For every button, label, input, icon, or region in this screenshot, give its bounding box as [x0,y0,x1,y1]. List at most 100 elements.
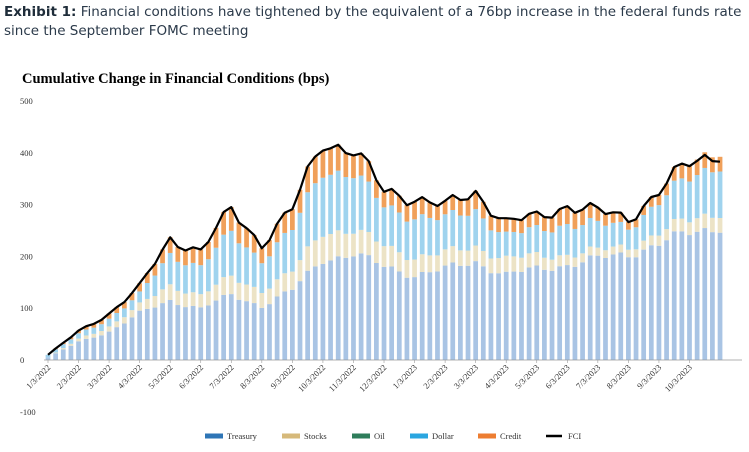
bar-stocks [564,254,570,266]
bar-credit [687,166,692,182]
fci-line-layer [47,143,721,356]
bar-credit [694,159,700,176]
bar-dollar [389,205,395,246]
bar-treasury [488,273,494,360]
bar-treasury [297,281,303,360]
bar-stocks [542,257,547,270]
bar-treasury [206,305,211,360]
bar-credit [412,201,417,220]
bar-credit [206,241,211,260]
bar-stocks [274,279,280,297]
bar-credit [664,183,669,196]
bar-treasury [312,266,318,360]
bar-stocks [587,246,593,256]
x-tick-label: 3/3/2022 [85,362,113,390]
bar-credit [244,228,249,248]
bar-stocks [442,249,448,266]
bar-treasury [404,277,410,360]
bar-stocks [427,255,433,273]
bar-stocks [503,255,509,272]
bar-dollar [274,242,280,280]
bar-dollar [83,329,89,336]
bar-stocks [641,240,647,250]
bar-credit [106,313,112,319]
bar-credit [610,212,616,223]
bar-treasury [228,294,234,360]
bar-stocks [687,222,692,236]
bar-credit [213,227,219,248]
bar-stocks [396,252,402,272]
bar-treasury [534,265,540,360]
bar-treasury [290,289,295,360]
bar-dollar [305,192,311,247]
bar-dollar [282,232,288,274]
bar-stocks [99,331,104,336]
bar-treasury [519,271,524,360]
bar-treasury [435,271,440,360]
bar-stocks [183,293,188,308]
bar-stocks [343,233,349,258]
bar-stocks [144,298,150,309]
bar-credit [511,218,517,232]
bar-stocks [206,291,211,306]
bar-credit [236,222,242,244]
legend-swatch-oil [352,433,370,439]
bar-dollar [76,333,81,339]
x-tick-label: 4/3/2023 [482,362,510,390]
bar-dollar [374,197,379,242]
bar-treasury [114,327,120,360]
bar-credit [137,283,143,292]
bar-credit [343,153,349,178]
y-tick-label: -100 [20,407,36,417]
bar-dollar [503,231,509,256]
bar-treasury [358,253,364,360]
bar-stocks [580,253,585,263]
x-tick-label: 11/3/2022 [327,362,358,393]
bar-treasury [335,256,341,360]
y-tick-label: 0 [20,355,24,365]
x-tick-label: 3/3/2023 [452,362,480,390]
x-tick-label: 10/3/2022 [296,362,327,393]
bar-stocks [671,218,677,232]
bar-stocks [91,333,97,338]
x-tick-label: 4/3/2022 [116,362,144,390]
bar-treasury [503,271,509,360]
bar-stocks [419,254,425,272]
bar-treasury [251,303,257,360]
bar-dollar [45,354,51,358]
x-tick-label: 6/3/2023 [543,362,571,390]
bar-stocks [228,275,234,295]
bar-dollar [114,312,120,322]
bar-layer [45,144,723,360]
bar-stocks [450,246,456,263]
bar-treasury [106,331,112,360]
bar-credit [320,150,326,178]
bar-dollar [152,275,158,297]
bar-dollar [320,177,326,237]
bar-stocks [53,352,59,354]
bar-stocks [435,255,440,272]
bar-dollar [442,214,448,250]
bar-stocks [290,271,295,290]
bar-treasury [76,341,81,360]
x-tick-label: 7/3/2022 [207,362,235,390]
bar-dollar [381,207,387,247]
bar-treasury [641,249,647,360]
bar-stocks [236,282,242,300]
bar-credit [442,200,448,215]
bar-stocks [129,310,135,318]
x-tick-label: 1/3/2022 [24,362,52,390]
bar-treasury [366,255,372,360]
bar-treasury [633,257,639,360]
bar-treasury [542,269,547,360]
bar-credit [549,217,555,233]
bar-dollar [137,291,143,303]
bar-treasury [160,303,165,360]
bar-treasury [137,310,143,360]
bar-treasury [122,323,127,360]
bar-treasury [167,299,173,360]
bar-credit [427,202,433,218]
bar-stocks [465,250,471,266]
bar-treasury [53,353,59,360]
bar-dollar [251,252,257,287]
